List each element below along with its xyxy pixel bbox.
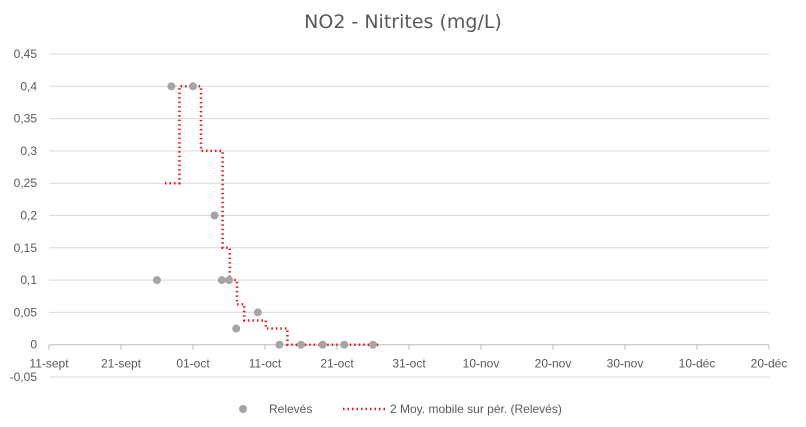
y-tick-label: 0,35 xyxy=(14,112,38,126)
y-axis-tick-labels: -0,05 0 0,05 0,1 0,15 0,2 0,25 0,3 0,35 0,4 0,45 xyxy=(10,47,38,384)
y-tick-label: 0,15 xyxy=(14,241,38,255)
data-point xyxy=(275,340,284,349)
y-tick-label: 0,45 xyxy=(14,47,38,61)
x-tick-label: 30-nov xyxy=(607,357,644,371)
data-point xyxy=(318,340,327,349)
series-points xyxy=(153,82,377,349)
legend-label-releves: Relevés xyxy=(269,402,312,416)
data-point xyxy=(167,82,176,91)
data-point xyxy=(232,324,241,333)
legend-marker-releves xyxy=(239,405,247,413)
y-tick-label: 0,2 xyxy=(20,209,37,223)
x-tick-label: 11-oct xyxy=(249,357,282,371)
data-point xyxy=(217,276,226,285)
data-point xyxy=(297,340,305,349)
x-tick-label: 01-oct xyxy=(176,357,210,371)
x-tick-label: 20-déc xyxy=(751,357,788,371)
data-point xyxy=(210,211,219,220)
x-axis-tick-labels: 11-sept 21-sept 01-oct 11-oct 21-oct 31-oct 10… xyxy=(29,344,788,371)
x-tick-label: 21-sept xyxy=(101,357,142,371)
x-tick-label: 10-nov xyxy=(463,357,500,371)
x-tick-label: 20-nov xyxy=(535,357,572,371)
x-tick-label: 11-sept xyxy=(29,357,69,371)
series-lines xyxy=(165,85,381,346)
y-tick-label: 0,1 xyxy=(20,273,37,287)
y-tick-label: 0,25 xyxy=(14,176,38,190)
data-point xyxy=(225,276,233,285)
x-tick-label: 31-oct xyxy=(392,357,426,371)
y-tick-label: 0 xyxy=(30,338,37,352)
data-point xyxy=(253,308,262,317)
y-tick-label: 0,3 xyxy=(20,144,37,158)
y-tick-label: 0,4 xyxy=(20,79,37,93)
x-tick-label: 21-oct xyxy=(320,357,354,371)
y-tick-label: 0,05 xyxy=(14,305,38,319)
x-tick-label: 10-déc xyxy=(679,357,716,371)
data-point xyxy=(340,340,349,349)
data-point xyxy=(153,276,161,285)
y-tick-label: -0,05 xyxy=(10,370,38,384)
moving-average-line xyxy=(165,85,381,346)
legend-label-moving-average: 2 Moy. mobile sur pér. (Relevés) xyxy=(390,402,562,416)
data-point xyxy=(189,82,197,91)
chart-title: NO2 - Nitrites (mg/L) xyxy=(304,11,502,33)
legend: Relevés 2 Moy. mobile sur pér. (Relevés) xyxy=(239,402,562,416)
data-point xyxy=(369,340,377,349)
